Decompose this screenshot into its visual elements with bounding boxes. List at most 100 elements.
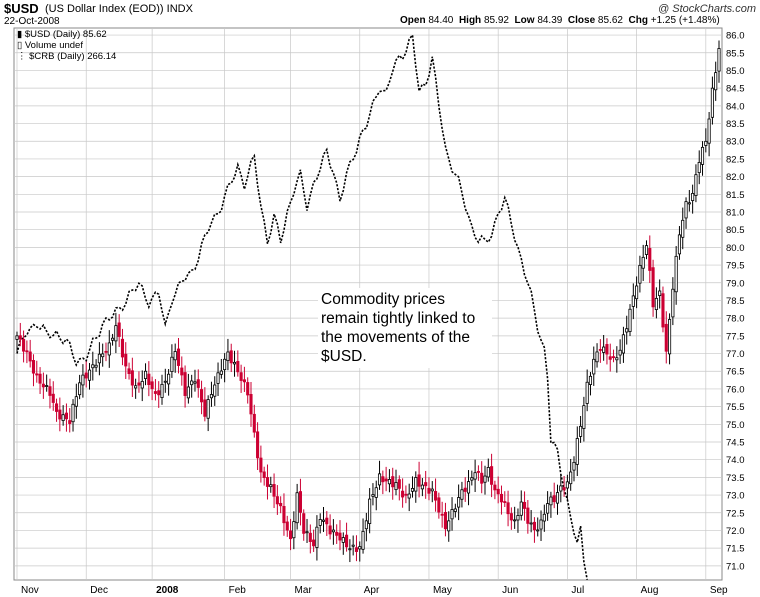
chart-annotation: Commodity prices remain tightly linked t… <box>318 288 492 368</box>
usd-candle-body <box>150 381 154 390</box>
usd-candle-body <box>308 532 312 542</box>
usd-candle-body <box>74 396 78 407</box>
usd-candle-body <box>401 490 405 498</box>
usd-candle-body <box>48 386 52 396</box>
usd-candle-body <box>279 502 283 507</box>
usd-candle-body <box>490 466 494 485</box>
usd-candle-body <box>51 393 55 403</box>
y-tick-label: 80.0 <box>726 243 745 254</box>
usd-candle-body <box>64 412 68 420</box>
usd-candle-body <box>239 372 243 381</box>
usd-candle-body <box>31 360 36 374</box>
usd-candle-body <box>493 484 497 491</box>
usd-candle-body <box>292 521 296 539</box>
usd-candle-body <box>130 370 134 386</box>
usd-candle-body <box>219 370 223 375</box>
usd-candle-body <box>265 477 270 487</box>
usd-candle-body <box>196 379 200 388</box>
y-tick-label: 80.5 <box>726 225 745 236</box>
usd-candle-body <box>242 379 246 383</box>
y-tick-label: 84.5 <box>726 84 745 95</box>
usd-candle-body <box>226 351 230 361</box>
usd-candle-body <box>305 531 309 534</box>
y-tick-label: 86.0 <box>726 31 745 42</box>
usd-candle-body <box>447 520 451 532</box>
usd-candle-body <box>463 487 467 492</box>
usd-candle-body <box>28 351 32 362</box>
usd-candle-body <box>206 399 210 419</box>
usd-candle-body <box>453 508 457 512</box>
usd-candle-body <box>486 466 490 478</box>
usd-candle-body <box>35 373 39 376</box>
x-tick-label: Aug <box>641 585 659 596</box>
usd-candle-body <box>687 202 691 205</box>
usd-candle-body <box>377 473 382 486</box>
usd-candle-body <box>509 513 513 521</box>
usd-candle-body <box>170 356 174 373</box>
chart-symbol: $USD <box>4 1 39 16</box>
x-tick-label: Feb <box>229 585 247 596</box>
usd-candle-body <box>480 472 484 484</box>
usd-candle-body <box>259 457 263 473</box>
usd-candle-body <box>404 493 408 496</box>
usd-candle-body <box>127 368 131 374</box>
usd-candle-body <box>71 403 75 423</box>
y-tick-label: 71.0 <box>726 561 745 572</box>
usd-candle-body <box>163 380 167 383</box>
usd-candle-body <box>677 234 682 255</box>
close-value: 85.62 <box>597 15 623 26</box>
y-tick-label: 76.0 <box>726 384 745 395</box>
usd-candle-body <box>592 358 596 375</box>
usd-candle-body <box>18 335 22 340</box>
usd-candle-body <box>519 501 523 516</box>
usd-candle-body <box>104 350 108 353</box>
usd-candle-body <box>160 383 164 398</box>
usd-candle-body <box>107 342 111 356</box>
usd-candle-body <box>618 349 622 356</box>
usd-candle-body <box>437 497 441 513</box>
usd-candle-body <box>621 334 625 354</box>
usd-candle-body <box>644 245 649 255</box>
usd-candle-body <box>410 487 415 492</box>
y-tick-label: 75.0 <box>726 420 745 431</box>
usd-candle-body <box>295 492 299 524</box>
usd-candle-body <box>631 295 635 307</box>
usd-candle-body <box>684 201 688 219</box>
usd-candle-body <box>397 479 401 489</box>
usd-candle-body <box>582 405 586 429</box>
usd-candle-body <box>562 487 566 491</box>
usd-candle-body <box>312 539 316 547</box>
usd-candle-body <box>503 501 507 503</box>
usd-candle-body <box>420 484 424 490</box>
usd-candle-body <box>602 346 606 353</box>
crb-series-line <box>16 33 588 580</box>
usd-candle-body <box>351 544 355 547</box>
usd-candle-body <box>269 484 273 488</box>
y-tick-label: 81.0 <box>726 208 745 219</box>
usd-candle-body <box>651 267 655 308</box>
usd-candle-body <box>615 357 619 361</box>
usd-candle-body <box>424 482 428 487</box>
usd-candle-body <box>638 264 642 284</box>
y-tick-label: 71.5 <box>726 544 745 555</box>
x-tick-label: May <box>433 585 452 596</box>
legend-volume-label: Volume undef <box>24 40 83 51</box>
legend-crb-label: $CRB (Daily) 266.14 <box>29 51 117 62</box>
usd-candle-body <box>275 496 279 505</box>
usd-candle-body <box>513 519 517 522</box>
usd-candle-body <box>717 48 721 72</box>
usd-candle-body <box>315 526 319 548</box>
usd-candle-body <box>348 548 352 551</box>
usd-candle-body <box>595 351 599 363</box>
usd-candle-body <box>473 472 477 480</box>
y-tick-label: 84.0 <box>726 101 745 112</box>
usd-candle-body <box>134 385 138 389</box>
usd-candle-body <box>555 492 560 504</box>
usd-candle-body <box>625 328 629 333</box>
usd-candle-body <box>608 356 612 360</box>
y-tick-label: 77.0 <box>726 349 745 360</box>
usd-candle-body <box>384 478 388 482</box>
usd-candle-body <box>338 532 342 541</box>
usd-candle-body <box>569 471 573 485</box>
usd-candle-body <box>368 498 372 524</box>
